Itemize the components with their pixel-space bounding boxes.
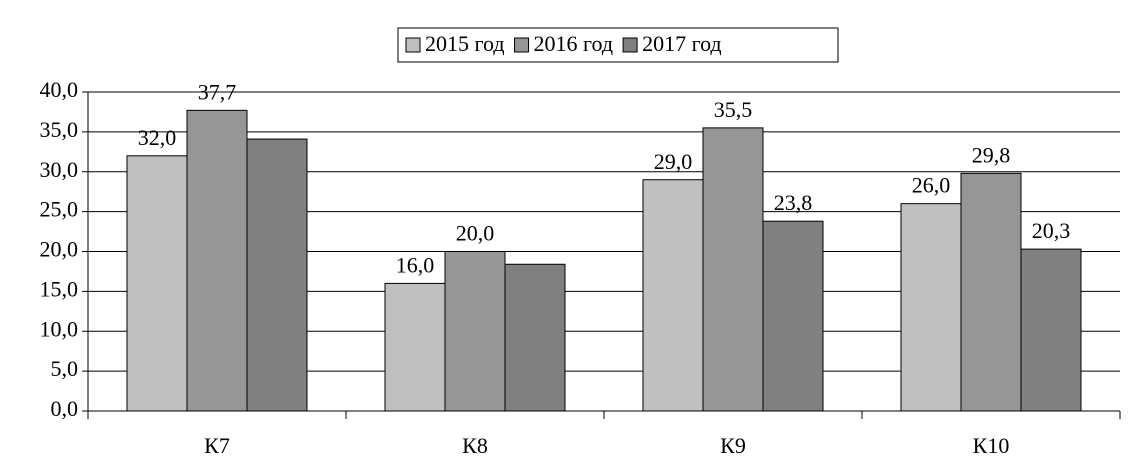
legend-swatch	[622, 37, 638, 53]
data-label: 23,8	[774, 190, 813, 215]
x-tick-label: К8	[462, 433, 488, 458]
bar	[642, 179, 704, 412]
data-label: 35,5	[714, 97, 753, 122]
legend-label: 2015 год	[425, 31, 505, 56]
bar	[384, 282, 446, 412]
legend-label: 2017 год	[642, 31, 722, 56]
legend-box	[397, 27, 839, 63]
data-label: 37,7	[198, 79, 237, 104]
y-tick-label: 30,0	[40, 157, 79, 182]
legend-swatch	[405, 37, 421, 53]
data-label: 32,0	[138, 125, 177, 150]
y-tick-label: 10,0	[40, 316, 79, 341]
data-label: 20,0	[456, 221, 495, 246]
x-tick-label: К7	[204, 433, 230, 458]
legend-swatch	[514, 37, 530, 53]
y-tick-label: 40,0	[40, 77, 79, 102]
bar	[900, 203, 962, 412]
x-tick-label: К9	[720, 433, 746, 458]
data-label: 20,3	[1032, 218, 1071, 243]
legend-label: 2016 год	[534, 31, 614, 56]
bar	[444, 251, 506, 412]
y-tick-label: 35,0	[40, 117, 79, 142]
y-tick-label: 20,0	[40, 237, 79, 262]
bar	[504, 263, 566, 412]
bar	[762, 220, 824, 412]
data-label: 29,0	[654, 149, 693, 174]
bar	[126, 155, 188, 412]
y-tick-label: 15,0	[40, 276, 79, 301]
data-label: 16,0	[396, 252, 435, 277]
data-label: 26,0	[912, 173, 951, 198]
bar	[1020, 248, 1082, 412]
bar	[246, 138, 308, 412]
y-tick-label: 25,0	[40, 197, 79, 222]
x-tick-label: К10	[973, 433, 1010, 458]
bar	[186, 109, 248, 412]
y-tick-label: 5,0	[51, 356, 79, 381]
y-tick-label: 0,0	[51, 396, 79, 421]
bar	[960, 172, 1022, 412]
data-label: 29,8	[972, 142, 1011, 167]
bar	[702, 127, 764, 412]
